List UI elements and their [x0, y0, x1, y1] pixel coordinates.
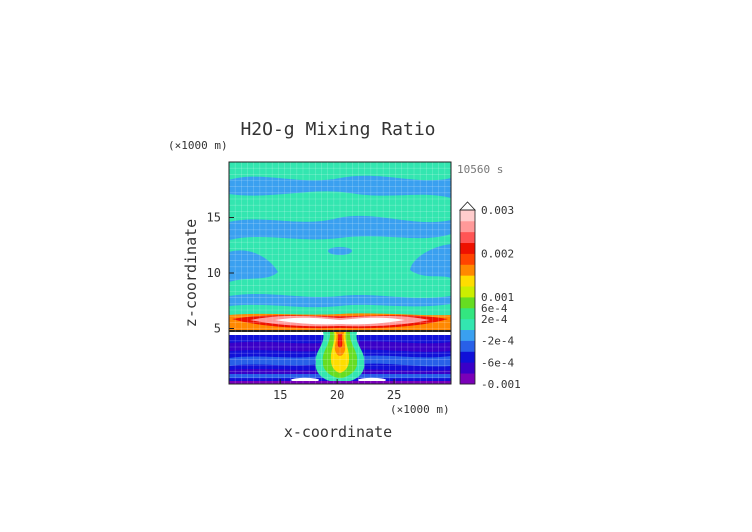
y-unit-label: (×1000 m): [168, 139, 228, 152]
colorbar-segment: [460, 231, 475, 244]
colorbar-segment: [460, 373, 475, 385]
colorbar-tick-label: 6e-4: [481, 302, 508, 315]
x-axis-label: x-coordinate: [284, 423, 392, 441]
contour-bottom-purple: [229, 381, 451, 384]
colorbar-tick-label: 0.001: [481, 291, 514, 304]
colorbar-segment: [460, 220, 475, 233]
plot-gridlines: [229, 162, 451, 384]
colorbar-tick-label: -2e-4: [481, 335, 514, 348]
contour-moist-layer-white: [275, 317, 405, 325]
contour-lower-lightblue-1: [229, 356, 320, 366]
colorbar-tick-label: -6e-4: [481, 356, 514, 369]
contour-lower-purple-2: [350, 341, 451, 352]
contour-upper-band-1: [229, 175, 451, 198]
colorbar-tick-label: 0.002: [481, 248, 514, 261]
x-unit-label: (×1000 m): [390, 403, 450, 416]
colorbar-tick-label: 0.003: [481, 204, 514, 217]
colorbar-segment: [460, 318, 475, 331]
contour-small-ellipse: [328, 247, 352, 255]
x-tick-label: 20: [330, 388, 344, 402]
y-tick-label: 5: [214, 322, 221, 336]
colorbar-segment: [460, 286, 475, 298]
colorbar-segment: [460, 362, 475, 374]
x-axis-ticks: 15 20 25: [273, 379, 401, 402]
y-tick-label: 10: [207, 266, 221, 280]
colorbar-segment: [460, 253, 475, 265]
x-tick-label: 15: [273, 388, 287, 402]
colorbar-segment: [460, 351, 475, 363]
colorbar-segment: [460, 210, 475, 222]
colorbar-tick-label: -0.001: [481, 378, 521, 391]
contour-left-lobe: [229, 250, 278, 282]
colorbar-segment: [460, 264, 475, 276]
colorbar: [459, 201, 476, 385]
contour-lower-purple-1: [229, 341, 330, 352]
colorbar-segment: [460, 307, 475, 320]
contour-lower-lightblue-2: [360, 355, 451, 367]
x-tick-label: 25: [387, 388, 401, 402]
colorbar-segment: [460, 329, 475, 341]
y-tick-label: 15: [207, 211, 221, 225]
contour-lower-wave: [229, 294, 451, 308]
colorbar-segment: [460, 242, 475, 254]
colorbar-extend-arrow: [459, 201, 476, 211]
y-axis-label: z-coordinate: [182, 219, 200, 327]
time-label: 10560 s: [457, 163, 503, 176]
contour-right-lobe: [410, 244, 451, 278]
contour-upper-band-2: [229, 215, 451, 240]
contour-plume-red: [337, 334, 343, 348]
colorbar-segment: [460, 340, 475, 352]
colorbar-segment: [460, 297, 475, 309]
contour-thin-line: [229, 330, 451, 332]
colorbar-tick-label: 2e-4: [481, 313, 508, 326]
chart-title: H2O-g Mixing Ratio: [240, 119, 435, 140]
colorbar-frame: [459, 209, 476, 385]
colorbar-segment: [460, 275, 475, 287]
contour-plot-area: [229, 162, 451, 384]
y-axis-ticks: 5 10 15: [207, 211, 234, 336]
